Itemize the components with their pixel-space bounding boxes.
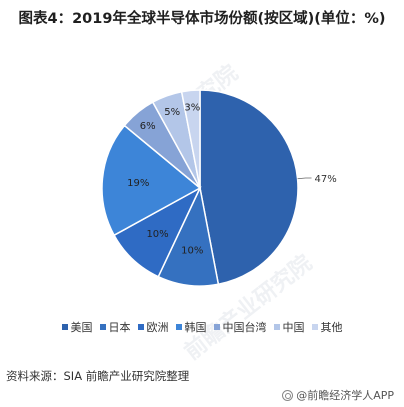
legend-item: 欧洲 xyxy=(137,319,169,335)
data-label: 10% xyxy=(146,229,168,240)
legend-label: 其他 xyxy=(320,321,343,334)
legend-label: 中国 xyxy=(282,321,305,334)
data-label: 10% xyxy=(181,246,203,257)
legend-label: 韩国 xyxy=(184,321,207,334)
pie-slices xyxy=(101,89,299,287)
legend-item: 中国台湾 xyxy=(213,319,267,335)
legend-item: 韩国 xyxy=(175,319,207,335)
data-label: 6% xyxy=(140,121,156,132)
source-note: 资料来源：SIA 前瞻产业研究院整理 xyxy=(6,369,190,383)
data-label: 47% xyxy=(315,174,337,185)
pie-slice xyxy=(180,89,201,189)
legend-swatch xyxy=(311,324,318,330)
legend-label: 欧洲 xyxy=(146,321,169,334)
pie-data-labels: 47% 10% 10% 19% 6% 5% 3% xyxy=(127,102,337,256)
legend-label: 日本 xyxy=(108,321,131,334)
legend-item: 美国 xyxy=(61,319,93,335)
legend-label: 美国 xyxy=(70,321,93,334)
legend-item: 日本 xyxy=(99,319,131,335)
chart-legend: 美国 日本 欧洲 韩国 中国台湾 中国 其他 xyxy=(0,319,404,335)
legend-swatch xyxy=(137,324,144,330)
pie-slice xyxy=(199,89,299,286)
legend-swatch xyxy=(273,324,280,330)
legend-item: 其他 xyxy=(311,319,343,335)
pie-leader-lines xyxy=(297,177,312,180)
legend-swatch xyxy=(175,324,182,330)
brand-text: @前瞻经济学人APP xyxy=(296,389,394,402)
data-label: 5% xyxy=(164,107,180,118)
legend-swatch xyxy=(99,324,106,330)
brand-logo-icon xyxy=(282,389,294,401)
legend-swatch xyxy=(213,324,220,330)
legend-item: 中国 xyxy=(273,319,305,335)
pie-slice xyxy=(101,124,202,237)
legend-label: 中国台湾 xyxy=(222,321,267,334)
leader-line xyxy=(297,177,312,180)
data-label: 19% xyxy=(127,178,149,189)
legend-swatch xyxy=(61,324,68,330)
data-label: 3% xyxy=(184,102,200,113)
brand-footer: @前瞻经济学人APP xyxy=(282,387,394,403)
chart-title: 图表4：2019年全球半导体市场份额(按区域)(单位：%) xyxy=(18,11,386,27)
